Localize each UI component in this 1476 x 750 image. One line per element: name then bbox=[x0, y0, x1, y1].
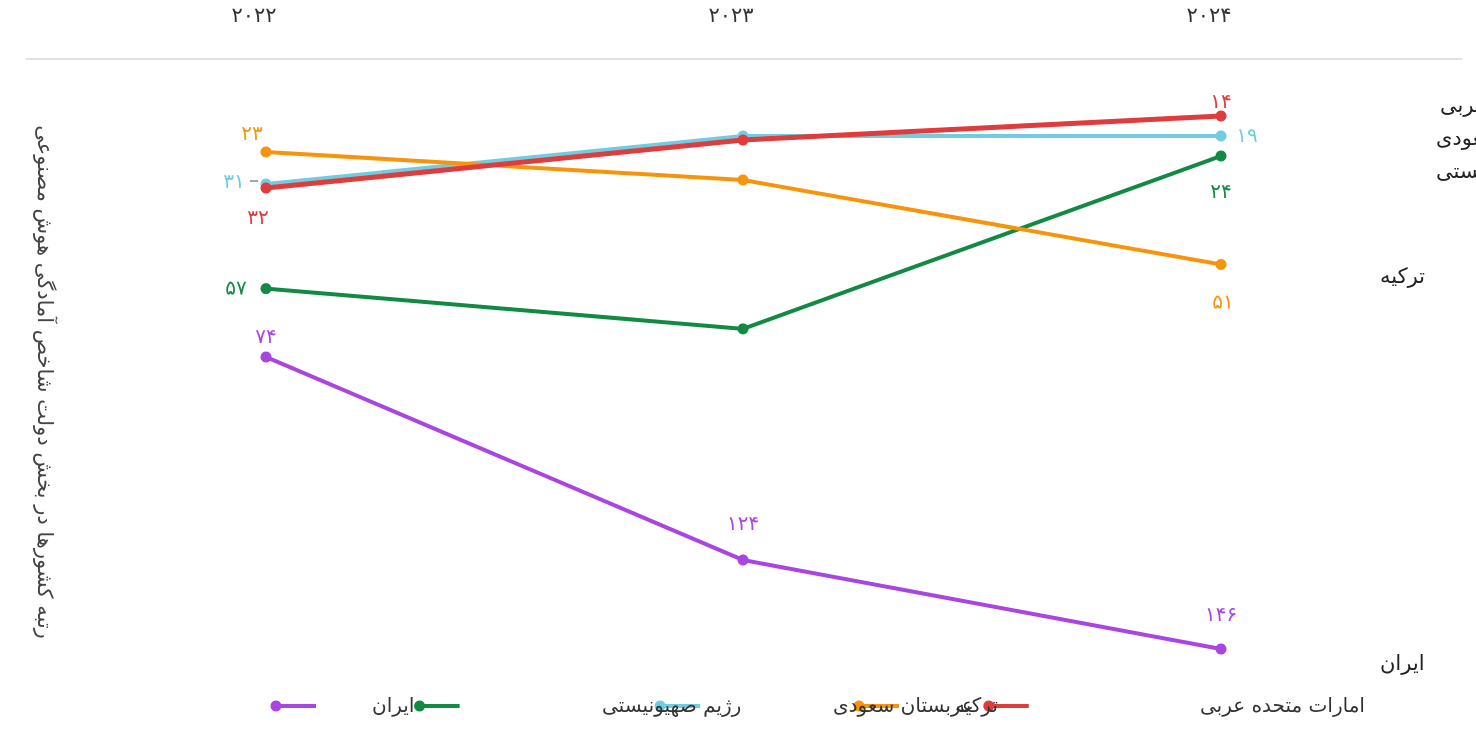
data-label: ۱۴ bbox=[1210, 89, 1231, 113]
data-point bbox=[1215, 258, 1227, 270]
x-tick-label: ۲۰۲۴ bbox=[1186, 3, 1231, 27]
data-point bbox=[737, 174, 749, 186]
series-end-label: ایران bbox=[1380, 651, 1425, 675]
data-point bbox=[1215, 110, 1227, 122]
x-tick-label: ۲۰۲۳ bbox=[708, 3, 753, 27]
series-end-label: ترکیه bbox=[1380, 264, 1425, 288]
series: ۵۷ ۲۴ bbox=[225, 150, 1232, 335]
series: ۳۲ ۱۴ bbox=[247, 89, 1231, 229]
legend-item[interactable]: رژیم صهیونیستی bbox=[414, 693, 741, 717]
data-label: ۳۲ bbox=[247, 205, 268, 229]
series-line bbox=[265, 355, 1222, 651]
data-point bbox=[737, 323, 749, 335]
legend-item[interactable]: ترکیه bbox=[853, 693, 998, 717]
data-label: ۱۴۶ bbox=[1205, 602, 1237, 626]
legend-swatch-dot bbox=[414, 700, 426, 712]
data-point bbox=[260, 351, 272, 363]
data-label: ۲۳ bbox=[241, 121, 263, 145]
legend-swatch-dot bbox=[983, 700, 995, 712]
x-tick-label: ۲۰۲۲ bbox=[231, 3, 276, 27]
data-label: ۵۷ bbox=[225, 276, 247, 300]
y-axis-label: رتبه کشورها در بخش دولت شاخص آمادگی هوش … bbox=[33, 125, 58, 639]
series-end-label: رژیم صهیونیستی bbox=[1436, 159, 1476, 184]
data-point bbox=[260, 283, 272, 295]
data-point bbox=[260, 146, 272, 158]
data-label: ۳۱ bbox=[223, 169, 244, 193]
data-label: ۲۴ bbox=[1210, 179, 1231, 203]
data-point bbox=[737, 134, 749, 146]
data-label: ۱۲۴ bbox=[727, 511, 759, 535]
series-end-label: امارات متحده عربی bbox=[1440, 93, 1476, 117]
legend-label: ترکیه bbox=[955, 693, 998, 717]
data-point bbox=[1215, 150, 1227, 162]
series: ۲۳ ۵۱ bbox=[241, 121, 1233, 313]
legend-label: ایران bbox=[372, 693, 414, 717]
legend-swatch-dot bbox=[654, 700, 666, 712]
series-end-label: عربستان سعودی bbox=[1436, 126, 1476, 150]
legend-item[interactable]: عربستان سعودی bbox=[654, 693, 974, 717]
legend-item[interactable]: ایران bbox=[270, 693, 415, 717]
data-point bbox=[1215, 643, 1227, 655]
legend-label: رژیم صهیونیستی bbox=[602, 693, 741, 717]
legend-swatch-dot bbox=[270, 700, 282, 712]
data-point bbox=[737, 554, 749, 566]
legend-swatch-dot bbox=[853, 700, 865, 712]
x-axis-ticks: ۲۰۲۲ ۲۰۲۳ ۲۰۲۴ bbox=[231, 3, 1231, 27]
data-point bbox=[1215, 130, 1227, 142]
data-label: ۵۱ bbox=[1212, 289, 1233, 313]
data-label: ۱۹ bbox=[1236, 123, 1257, 147]
data-label: ۷۴ bbox=[255, 324, 276, 348]
series: ۷۴ ۱۲۴ ۱۴۶ bbox=[255, 324, 1237, 655]
legend-label: امارات متحده عربی bbox=[1200, 693, 1365, 717]
legend-item[interactable]: امارات متحده عربی bbox=[983, 693, 1365, 717]
legend-label: عربستان سعودی bbox=[833, 693, 974, 717]
data-point bbox=[260, 182, 272, 194]
series-group: ۷۴ ۱۲۴ ۱۴۶ ۵۷ ۲۴ ۳۱ ۱۹ ۲۳ ۵۱ ۳۲ ۱۴ bbox=[223, 89, 1258, 655]
end-labels: ایران رژیم صهیونیستی عربستان سعودی ترکیه اما… bbox=[1380, 93, 1476, 675]
